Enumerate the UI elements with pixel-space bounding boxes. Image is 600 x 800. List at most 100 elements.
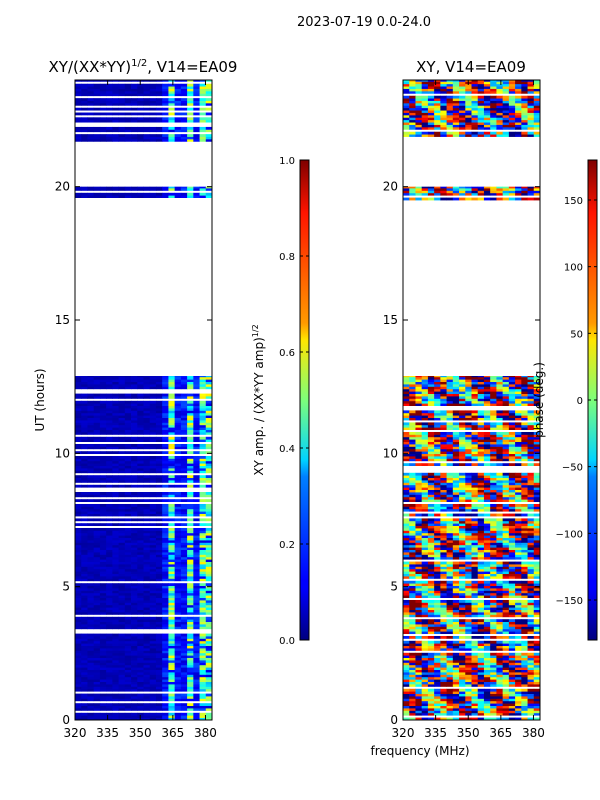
heatmap-cell <box>521 547 528 550</box>
heatmap-cell <box>496 672 504 675</box>
heatmap-cell <box>427 652 435 656</box>
heatmap-cell <box>180 506 188 510</box>
heatmap-cell <box>483 525 491 529</box>
heatmap-cell <box>421 698 429 702</box>
heatmap-cell <box>93 511 101 514</box>
heatmap-cell <box>118 424 126 428</box>
heatmap-cell <box>118 112 126 116</box>
heatmap-cell <box>193 499 200 502</box>
heatmap-cell <box>459 703 466 706</box>
heatmap-cell <box>81 715 88 718</box>
heatmap-cell <box>471 708 479 711</box>
heatmap-cell <box>180 717 188 720</box>
heatmap-cell <box>496 506 504 510</box>
heatmap-cell <box>193 578 200 582</box>
heatmap-cell <box>162 669 169 673</box>
heatmap-cell <box>409 583 416 586</box>
heatmap-cell <box>508 568 516 572</box>
heatmap-cell <box>421 645 429 649</box>
heatmap-cell <box>527 535 535 538</box>
heatmap-cell <box>421 537 429 541</box>
heatmap-cell <box>162 693 169 697</box>
heatmap-cell <box>149 554 157 558</box>
heatmap-cell <box>409 703 416 706</box>
heatmap-cell <box>471 626 479 630</box>
heatmap-cell <box>81 102 88 106</box>
heatmap-cell <box>415 667 423 670</box>
heatmap-cell <box>434 700 441 704</box>
heatmap-cell <box>155 669 163 673</box>
heatmap-cell <box>452 679 460 682</box>
heatmap-cell <box>137 624 144 627</box>
heatmap-cell <box>187 681 194 685</box>
heatmap-cell <box>409 604 416 608</box>
heatmap-cell <box>131 484 138 488</box>
heatmap-cell <box>93 422 101 426</box>
heatmap-cell <box>415 549 423 553</box>
heatmap-cell <box>81 417 88 421</box>
heatmap-cell <box>112 540 119 543</box>
heatmap-cell <box>483 712 491 716</box>
heatmap-cell <box>93 717 101 720</box>
heatmap-cell <box>93 424 101 428</box>
heatmap-cell <box>162 662 169 666</box>
heatmap-cell <box>93 660 101 663</box>
heatmap-cell <box>409 561 416 565</box>
heatmap-cell <box>93 590 101 594</box>
heatmap-cell <box>409 667 416 670</box>
heatmap-cell <box>162 384 169 387</box>
heatmap-cell <box>162 588 169 591</box>
heatmap-cell <box>137 703 144 706</box>
heatmap-cell <box>180 532 188 536</box>
heatmap-cell <box>421 552 429 555</box>
heatmap-cell <box>162 494 169 498</box>
heatmap-cell <box>137 578 144 582</box>
heatmap-cell <box>143 456 151 459</box>
heatmap-cell <box>143 98 151 101</box>
heatmap-cell <box>415 544 423 548</box>
heatmap-cell <box>427 636 435 639</box>
heatmap-cell <box>106 616 113 620</box>
heatmap-cell <box>477 604 485 608</box>
heatmap-cell <box>496 523 504 526</box>
heatmap-cell <box>515 607 522 610</box>
heatmap-cell <box>124 712 132 716</box>
heatmap-cell <box>149 511 157 514</box>
heatmap-cell <box>75 681 82 685</box>
heatmap-cell <box>403 520 410 524</box>
heatmap-cell <box>477 518 485 522</box>
heatmap-cell <box>205 693 212 697</box>
heatmap-cell <box>187 523 194 526</box>
heatmap-cell <box>187 408 194 411</box>
heatmap-cell <box>180 590 188 594</box>
heatmap-cell <box>174 607 182 610</box>
heatmap-cell <box>459 571 466 574</box>
heatmap-cell <box>508 592 516 596</box>
heatmap-cell <box>155 492 163 495</box>
heatmap-cell <box>168 537 176 541</box>
heatmap-cell <box>81 523 88 526</box>
heatmap-cell <box>187 626 194 630</box>
heatmap-cell <box>162 107 169 111</box>
heatmap-cell <box>427 712 435 716</box>
heatmap-cell <box>162 499 169 502</box>
heatmap-cell <box>452 573 460 577</box>
heatmap-cell <box>168 540 176 543</box>
heatmap-cell <box>527 636 535 639</box>
heatmap-cell <box>124 420 132 423</box>
heatmap-cell <box>149 585 157 589</box>
heatmap-cell <box>106 640 113 644</box>
heatmap-cell <box>508 614 516 618</box>
heatmap-cell <box>199 138 207 142</box>
heatmap-cell <box>205 535 212 538</box>
heatmap-cell <box>118 640 126 644</box>
heatmap-cell <box>205 583 212 586</box>
heatmap-cell <box>155 102 163 106</box>
heatmap-cell <box>137 530 144 534</box>
heatmap-cell <box>106 112 113 116</box>
heatmap-cell <box>496 636 504 639</box>
heatmap-cell <box>174 568 182 572</box>
heatmap-cell <box>106 544 113 548</box>
heatmap-cell <box>93 470 101 474</box>
heatmap-cell <box>199 523 207 526</box>
